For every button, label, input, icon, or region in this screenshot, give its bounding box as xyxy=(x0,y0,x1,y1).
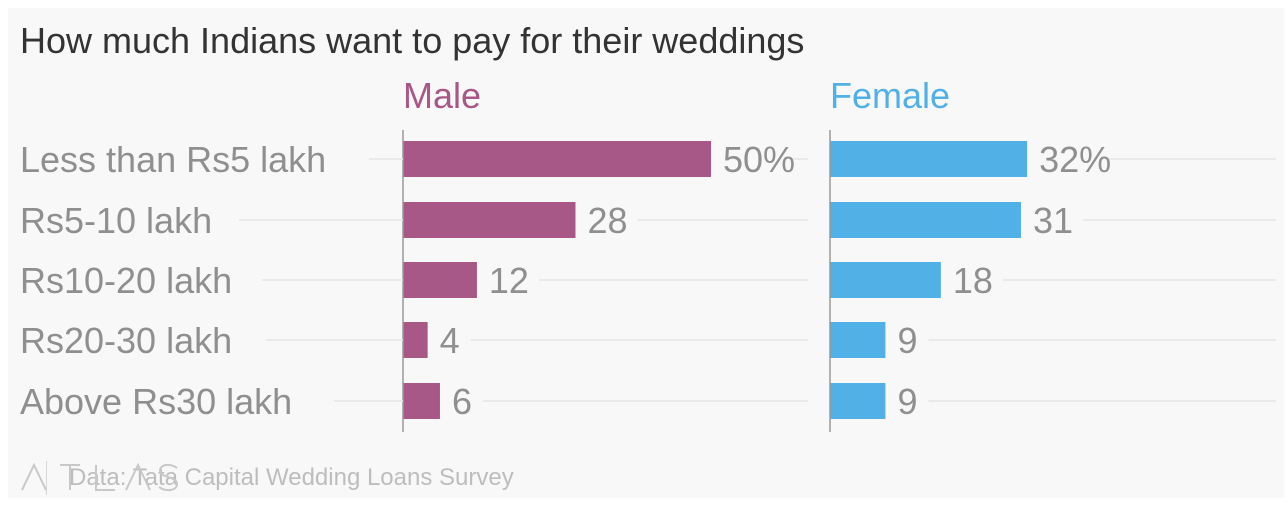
atlas-logo xyxy=(21,462,179,492)
category-label: Rs5-10 lakh xyxy=(20,200,212,241)
data-label: 4 xyxy=(440,320,460,361)
bar-female xyxy=(830,202,1021,238)
bar-male xyxy=(403,141,711,177)
data-label: 6 xyxy=(452,381,472,422)
category-label: Rs20-30 lakh xyxy=(20,320,232,361)
series-header-female: Female xyxy=(830,75,950,116)
series-header-male: Male xyxy=(403,75,481,116)
footer-divider xyxy=(46,461,47,495)
chart-panel: How much Indians want to pay for their w… xyxy=(8,8,1284,498)
category-label: Rs10-20 lakh xyxy=(20,260,232,301)
data-label: 9 xyxy=(897,320,917,361)
category-label: Above Rs30 lakh xyxy=(20,381,292,422)
data-label: 9 xyxy=(897,381,917,422)
data-label: 12 xyxy=(489,260,529,301)
chart-title: How much Indians want to pay for their w… xyxy=(20,20,805,61)
data-label: 50% xyxy=(723,139,795,180)
data-label: 18 xyxy=(953,260,993,301)
bar-male xyxy=(403,202,576,238)
bar-female xyxy=(830,262,941,298)
bar-male xyxy=(403,322,428,358)
data-label: 31 xyxy=(1033,200,1073,241)
bar-female xyxy=(830,322,886,358)
footer: Data: Tata Capital Wedding Loans Survey xyxy=(20,460,514,496)
bar-chart: Less than Rs5 lakh Rs5-10 lakh Rs10-20 lak… xyxy=(20,75,1276,432)
bar-female xyxy=(830,141,1028,177)
category-label: Less than Rs5 lakh xyxy=(20,139,326,180)
data-label: 32% xyxy=(1039,139,1111,180)
bar-male xyxy=(403,262,477,298)
bar-male xyxy=(403,383,440,419)
bar-female xyxy=(830,383,886,419)
data-label: 28 xyxy=(587,200,627,241)
